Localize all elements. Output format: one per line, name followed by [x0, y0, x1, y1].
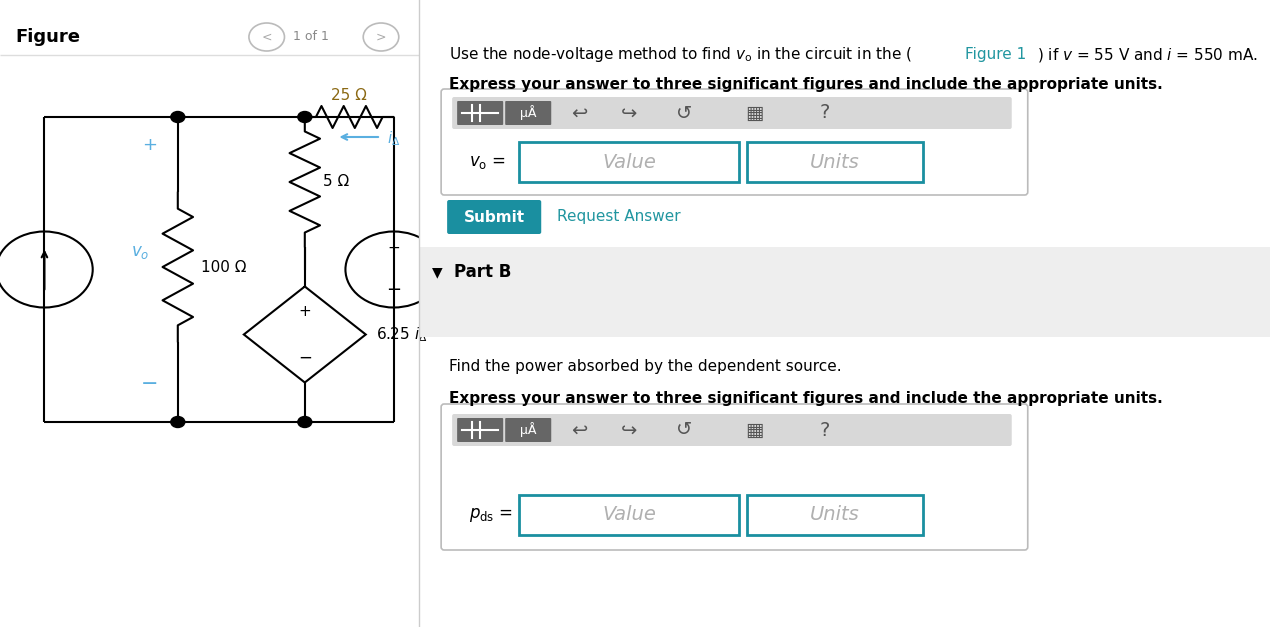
FancyBboxPatch shape [505, 418, 551, 442]
Text: ?: ? [819, 421, 829, 440]
Text: $p_\mathrm{ds}$ =: $p_\mathrm{ds}$ = [469, 506, 513, 524]
Text: μÅ: μÅ [519, 105, 536, 120]
Text: ↪: ↪ [621, 421, 638, 440]
Text: μÅ: μÅ [519, 423, 536, 438]
Text: Value: Value [602, 152, 657, 172]
Text: Figure: Figure [15, 28, 80, 46]
FancyBboxPatch shape [748, 495, 922, 535]
Text: Express your answer to three significant figures and include the appropriate uni: Express your answer to three significant… [450, 76, 1163, 92]
Text: $v_\mathrm{o}$ =: $v_\mathrm{o}$ = [469, 153, 505, 171]
Text: +: + [298, 304, 311, 319]
Text: Find the power absorbed by the dependent source.: Find the power absorbed by the dependent… [450, 359, 842, 374]
Circle shape [170, 416, 185, 428]
Text: ↩: ↩ [572, 103, 588, 122]
Text: ▦: ▦ [745, 421, 763, 440]
FancyBboxPatch shape [441, 89, 1027, 195]
Text: ?: ? [819, 103, 829, 122]
Text: Express your answer to three significant figures and include the appropriate uni: Express your answer to three significant… [450, 391, 1163, 406]
Circle shape [170, 112, 185, 122]
Circle shape [297, 416, 312, 428]
Text: −: − [386, 282, 401, 300]
Text: Part B: Part B [455, 263, 512, 281]
Text: +: + [387, 241, 400, 256]
Text: ▼: ▼ [432, 265, 442, 279]
Circle shape [297, 112, 312, 122]
FancyBboxPatch shape [519, 495, 739, 535]
Text: 25 Ω: 25 Ω [331, 88, 367, 102]
FancyBboxPatch shape [452, 97, 1012, 129]
Text: ) if $v$ = 55 V and $i$ = 550 mA.: ) if $v$ = 55 V and $i$ = 550 mA. [1036, 46, 1257, 64]
Text: 5 Ω: 5 Ω [323, 174, 349, 189]
Text: Use the node-voltage method to find $v_\mathrm{o}$ in the circuit in the (: Use the node-voltage method to find $v_\… [450, 46, 912, 65]
Text: 1 of 1: 1 of 1 [293, 31, 329, 43]
Text: $i_\Delta$: $i_\Delta$ [387, 130, 401, 149]
Text: 100 Ω: 100 Ω [201, 260, 246, 275]
FancyBboxPatch shape [447, 200, 541, 234]
FancyBboxPatch shape [457, 101, 503, 125]
Text: ↪: ↪ [621, 103, 638, 122]
Text: $6.25\ i_\Delta$: $6.25\ i_\Delta$ [376, 325, 428, 344]
Text: ▦: ▦ [745, 103, 763, 122]
Text: ↺: ↺ [676, 421, 692, 440]
Text: Units: Units [810, 152, 860, 172]
Text: +: + [142, 136, 157, 154]
Text: $v$: $v$ [453, 260, 466, 279]
Text: −: − [141, 374, 159, 394]
FancyBboxPatch shape [441, 404, 1027, 550]
Text: $v_o$: $v_o$ [131, 243, 150, 261]
Text: <: < [262, 31, 272, 43]
Text: ↺: ↺ [676, 103, 692, 122]
FancyBboxPatch shape [419, 247, 1270, 337]
Text: Figure 1: Figure 1 [965, 48, 1026, 63]
Text: −: − [298, 349, 311, 367]
FancyBboxPatch shape [505, 101, 551, 125]
Text: ↩: ↩ [572, 421, 588, 440]
Text: Value: Value [602, 505, 657, 525]
FancyBboxPatch shape [748, 142, 922, 182]
Text: >: > [376, 31, 386, 43]
Text: Request Answer: Request Answer [558, 209, 681, 224]
FancyBboxPatch shape [457, 418, 503, 442]
Text: Submit: Submit [464, 209, 525, 224]
FancyBboxPatch shape [519, 142, 739, 182]
FancyBboxPatch shape [452, 414, 1012, 446]
Text: Units: Units [810, 505, 860, 525]
